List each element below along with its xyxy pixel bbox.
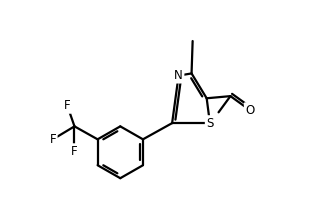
- Text: S: S: [206, 117, 214, 130]
- Text: O: O: [245, 104, 255, 117]
- Text: F: F: [50, 133, 56, 146]
- Text: N: N: [174, 69, 183, 82]
- Text: F: F: [71, 145, 78, 158]
- Text: F: F: [64, 99, 71, 112]
